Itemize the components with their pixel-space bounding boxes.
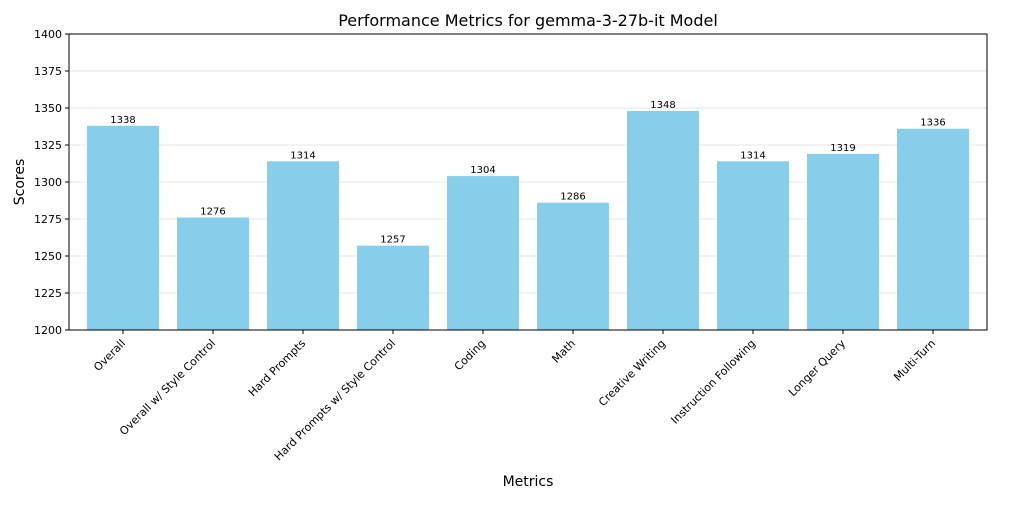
x-tick-label: Hard Prompts (246, 337, 308, 399)
bar (897, 128, 969, 330)
y-tick-label: 1375 (34, 65, 62, 78)
data-label: 1314 (290, 150, 315, 161)
x-tick-label: Coding (452, 337, 488, 373)
y-tick-label: 1350 (34, 102, 62, 115)
value-labels: 1338 1276 1314 1257 1304 1286 1348 1314 1319 1336 (110, 100, 945, 246)
x-tick-label: Instruction Following (668, 337, 758, 427)
y-tick-label: 1225 (34, 287, 62, 300)
data-label: 1257 (380, 235, 405, 246)
y-tick-label: 1400 (34, 28, 62, 41)
bar (807, 153, 879, 330)
bar (87, 125, 159, 330)
data-label: 1348 (650, 100, 675, 111)
x-tick-label: Multi-Turn (891, 337, 938, 384)
bars (87, 110, 969, 331)
x-tick-label: Longer Query (786, 337, 848, 399)
data-label: 1286 (560, 192, 585, 203)
bar (447, 176, 519, 330)
data-label: 1336 (920, 118, 945, 129)
x-tick-label: Overall (91, 337, 128, 374)
data-label: 1304 (470, 165, 495, 176)
data-label: 1314 (740, 150, 765, 161)
bar (267, 161, 339, 330)
y-tick-label: 1250 (34, 250, 62, 263)
x-tick-label: Overall w/ Style Control (117, 337, 218, 438)
x-tick-label: Math (549, 337, 578, 366)
chart-title: Performance Metrics for gemma-3-27b-it M… (338, 11, 718, 30)
x-axis-title: Metrics (503, 474, 554, 490)
y-tick-label: 1275 (34, 213, 62, 226)
x-tick-label: Creative Writing (596, 337, 668, 409)
data-label: 1276 (200, 207, 225, 218)
y-tick-label: 1200 (34, 324, 62, 337)
bar (177, 217, 249, 330)
data-label: 1338 (110, 115, 135, 126)
y-axis-title: Scores (12, 159, 28, 206)
data-label: 1319 (830, 143, 855, 154)
y-tick-label: 1300 (34, 176, 62, 189)
bar (717, 161, 789, 330)
y-tick-label: 1325 (34, 139, 62, 152)
bar (627, 110, 699, 331)
y-axis-ticks: 1200 1225 1250 1275 1300 1325 1350 1375 1400 (34, 28, 69, 337)
bar (357, 245, 429, 330)
bar (537, 202, 609, 330)
